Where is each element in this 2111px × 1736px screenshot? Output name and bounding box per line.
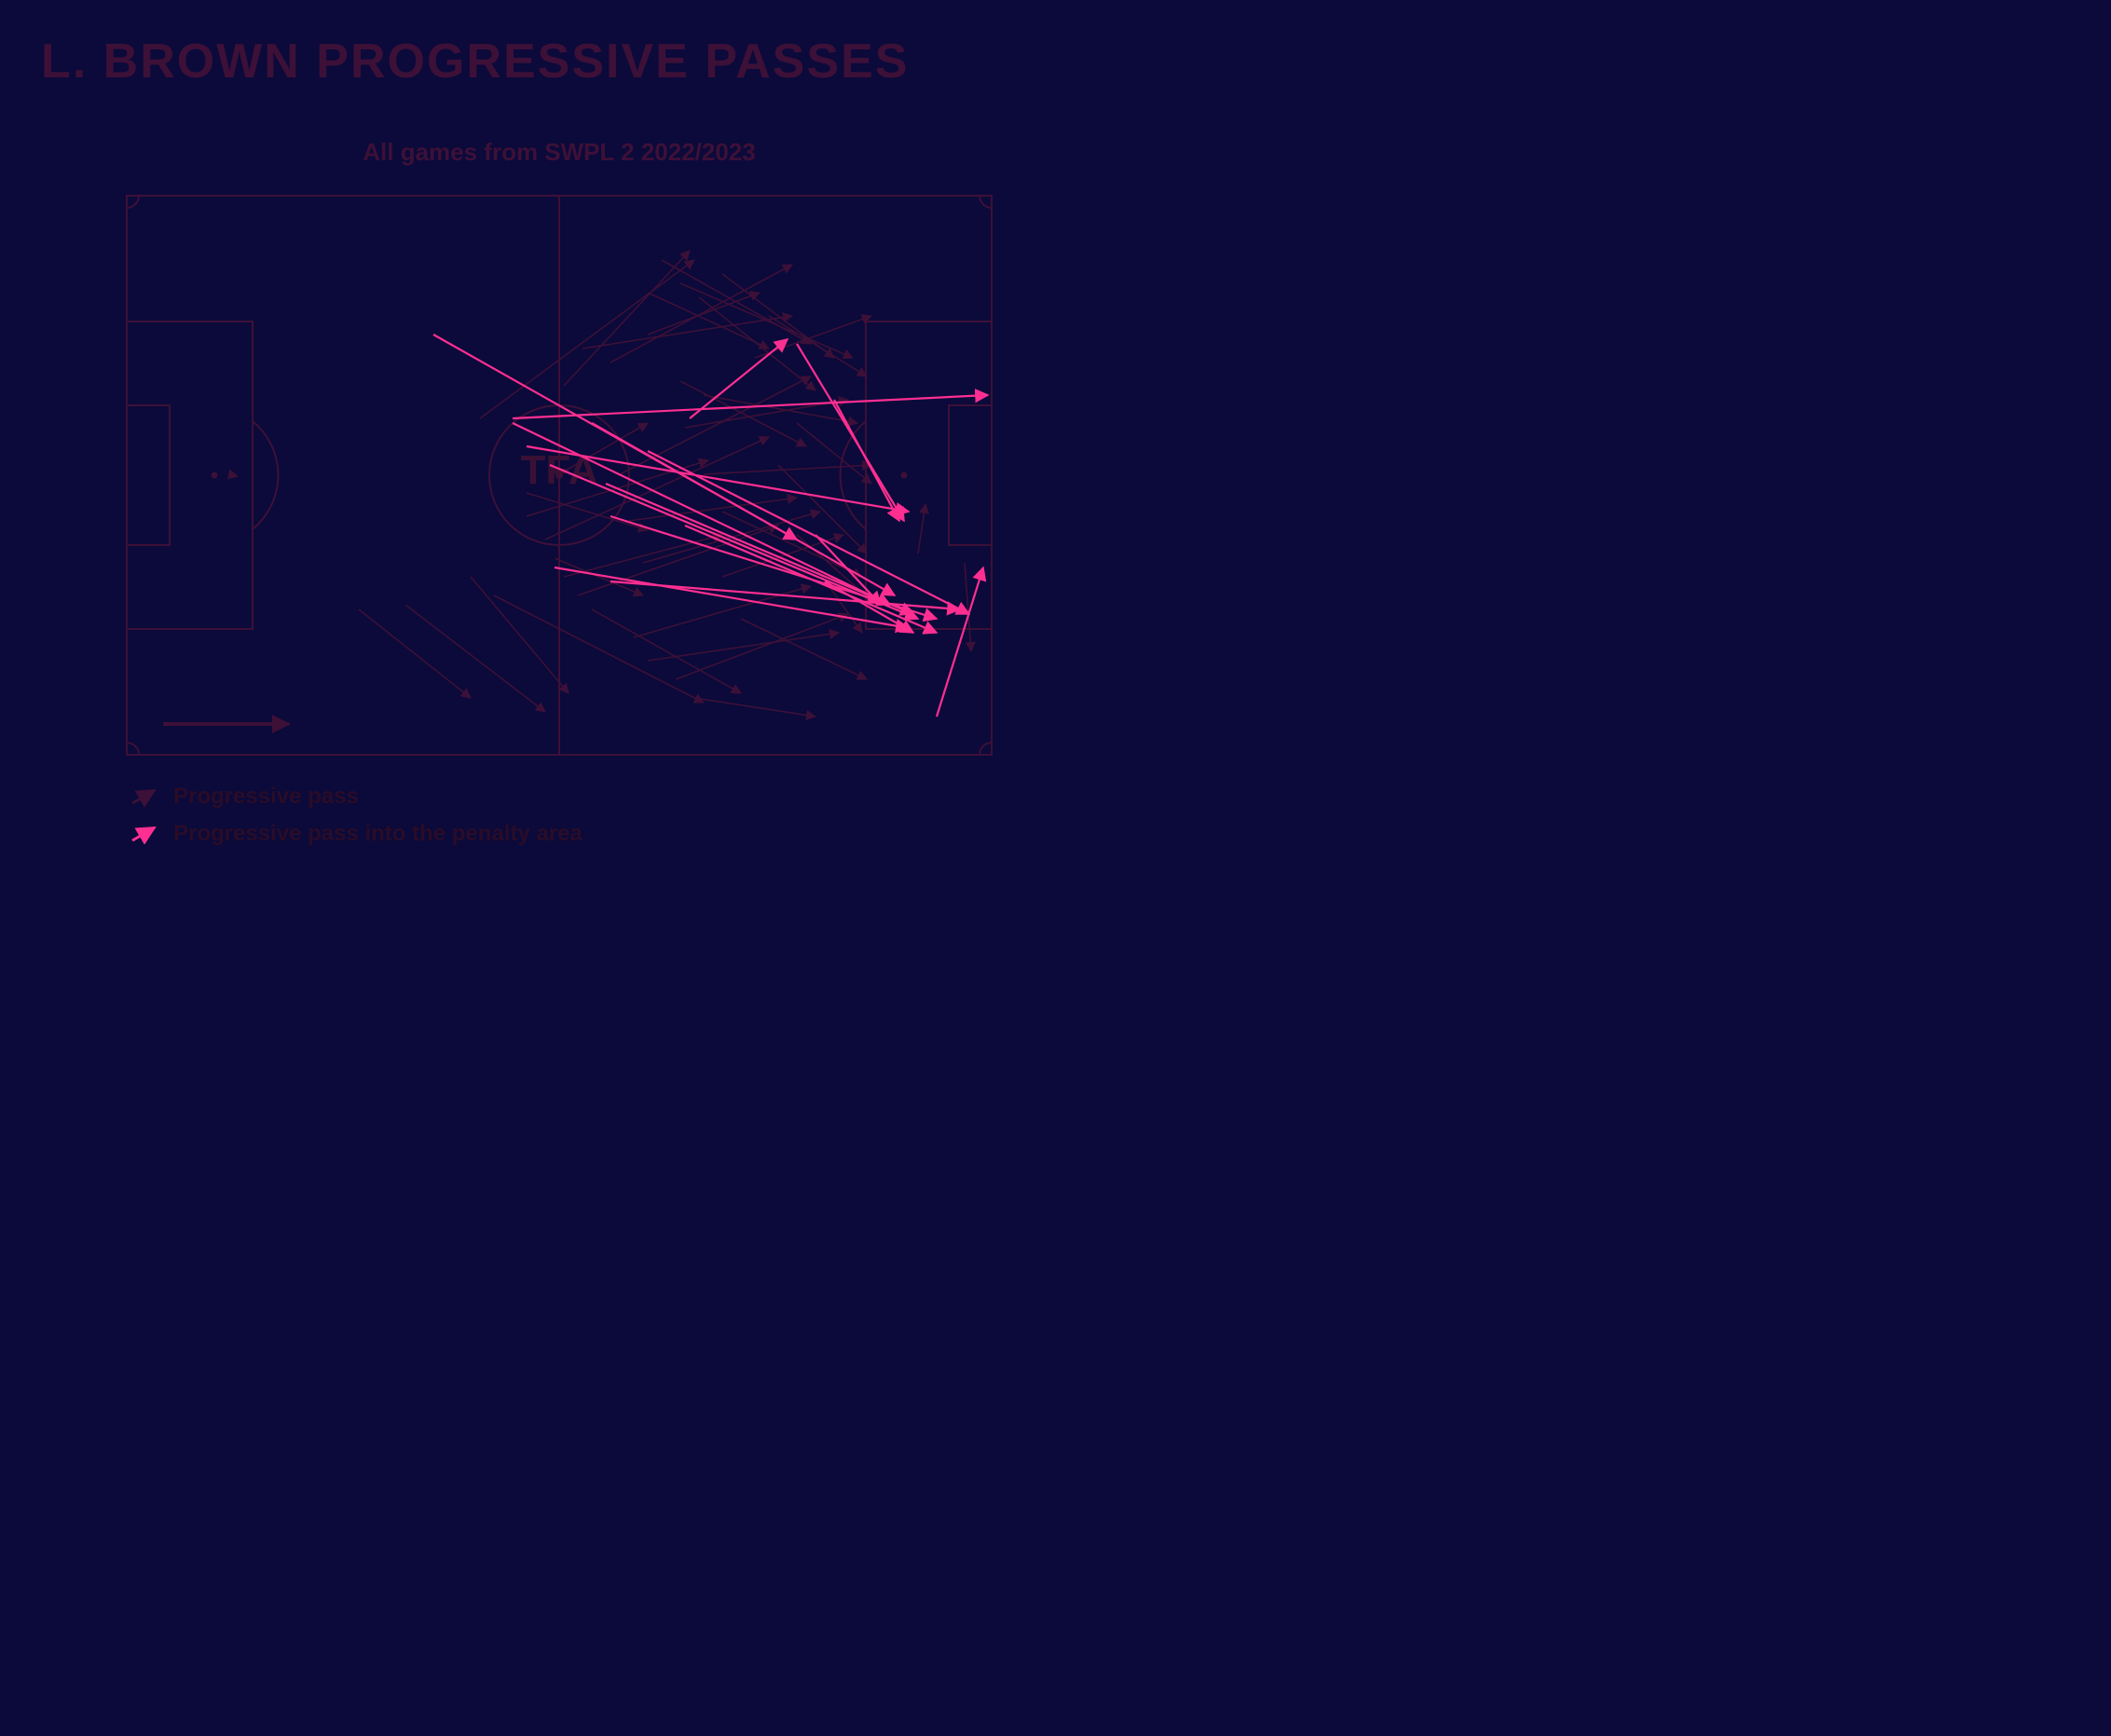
pass-arrow	[620, 376, 811, 474]
pass-arrow	[564, 535, 722, 577]
pass-arrow	[797, 423, 871, 484]
pass-arrow	[634, 586, 811, 637]
pass-arrow	[564, 251, 690, 386]
legend-row-regular: Progressive pass	[130, 784, 1077, 810]
legend-icon-regular	[130, 786, 158, 807]
pitch-svg: TFA	[126, 195, 993, 756]
pass-arrow	[680, 381, 806, 446]
pass-arrow	[359, 609, 471, 698]
pass-penalty-arrow	[513, 395, 988, 418]
pass-penalty-arrow	[610, 581, 960, 609]
legend: Progressive pass Progressive pass into t…	[130, 784, 1077, 847]
legend-row-penalty: Progressive pass into the penalty area	[130, 821, 1077, 847]
pass-penalty-arrow	[513, 423, 890, 605]
pass-arrow	[228, 474, 238, 476]
chart-subtitle: All games from SWPL 2 2022/2023	[41, 138, 1077, 167]
pass-arrow	[480, 260, 694, 418]
pass-penalty-arrow	[937, 567, 983, 717]
pass-arrow	[648, 293, 769, 349]
pitch-wrapper: TFA	[126, 195, 993, 756]
legend-label-regular: Progressive pass	[173, 784, 359, 810]
pass-arrow	[704, 465, 871, 474]
pass-arrow	[694, 698, 816, 717]
pass-arrow	[471, 577, 569, 693]
pass-arrow	[662, 260, 811, 344]
legend-label-penalty: Progressive pass into the penalty area	[173, 821, 583, 847]
chart-title: L. BROWN PROGRESSIVE PASSES	[41, 37, 1077, 86]
pass-arrow	[592, 609, 741, 693]
viz-container: L. BROWN PROGRESSIVE PASSES All games fr…	[0, 0, 1118, 921]
pass-arrow	[405, 605, 545, 712]
pass-arrow	[741, 619, 867, 679]
pass-arrow	[918, 504, 925, 554]
pass-arrow	[676, 614, 848, 679]
pass-arrow	[494, 595, 704, 703]
pass-arrow	[648, 293, 760, 335]
pass-arrow	[648, 633, 839, 661]
watermark-text: TFA	[520, 447, 597, 493]
pass-arrow	[769, 316, 867, 376]
passes-regular-group	[228, 251, 971, 717]
pass-arrow	[610, 265, 792, 362]
legend-icon-penalty	[130, 824, 158, 844]
